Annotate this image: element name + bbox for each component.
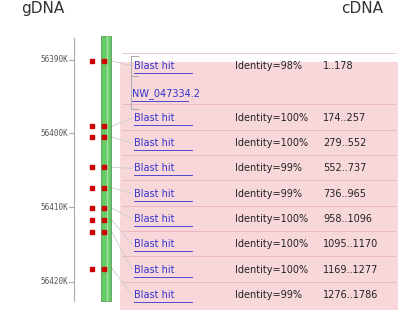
Text: 1..178: 1..178: [323, 61, 354, 71]
Text: Identity=99%: Identity=99%: [234, 290, 302, 300]
Text: Identity=99%: Identity=99%: [234, 164, 302, 173]
Text: 56400K: 56400K: [40, 129, 68, 138]
Text: Blast hit: Blast hit: [134, 138, 175, 148]
Text: Identity=100%: Identity=100%: [234, 265, 308, 275]
Text: 56420K: 56420K: [40, 277, 68, 286]
Text: 1095..1170: 1095..1170: [323, 239, 378, 249]
Text: gDNA: gDNA: [21, 1, 65, 16]
Text: Blast hit: Blast hit: [134, 214, 175, 224]
Text: Identity=100%: Identity=100%: [234, 239, 308, 249]
Text: Blast hit: Blast hit: [134, 61, 175, 71]
Text: 279..552: 279..552: [323, 138, 367, 148]
Text: 1276..1786: 1276..1786: [323, 290, 379, 300]
Text: Identity=100%: Identity=100%: [234, 214, 308, 224]
Text: NW_047334.2: NW_047334.2: [132, 88, 200, 99]
Text: Identity=100%: Identity=100%: [234, 113, 308, 123]
Text: Blast hit: Blast hit: [134, 265, 175, 275]
Text: 736..965: 736..965: [323, 189, 366, 199]
Bar: [120, 62, 398, 310]
Text: Identity=98%: Identity=98%: [234, 61, 302, 71]
Text: cDNA: cDNA: [341, 1, 384, 16]
Text: 1169..1277: 1169..1277: [323, 265, 379, 275]
Text: Identity=100%: Identity=100%: [234, 138, 308, 148]
Text: Blast hit: Blast hit: [134, 164, 175, 173]
Bar: [101, 36, 111, 301]
Text: 56390K: 56390K: [40, 55, 68, 64]
Text: Blast hit: Blast hit: [134, 290, 175, 300]
Text: 958..1096: 958..1096: [323, 214, 372, 224]
Text: Blast hit: Blast hit: [134, 239, 175, 249]
Text: Blast hit: Blast hit: [134, 189, 175, 199]
Text: 552..737: 552..737: [323, 164, 367, 173]
Text: Blast hit: Blast hit: [134, 113, 175, 123]
Text: 56410K: 56410K: [40, 203, 68, 211]
Text: Identity=99%: Identity=99%: [234, 189, 302, 199]
Text: 174..257: 174..257: [323, 113, 367, 123]
